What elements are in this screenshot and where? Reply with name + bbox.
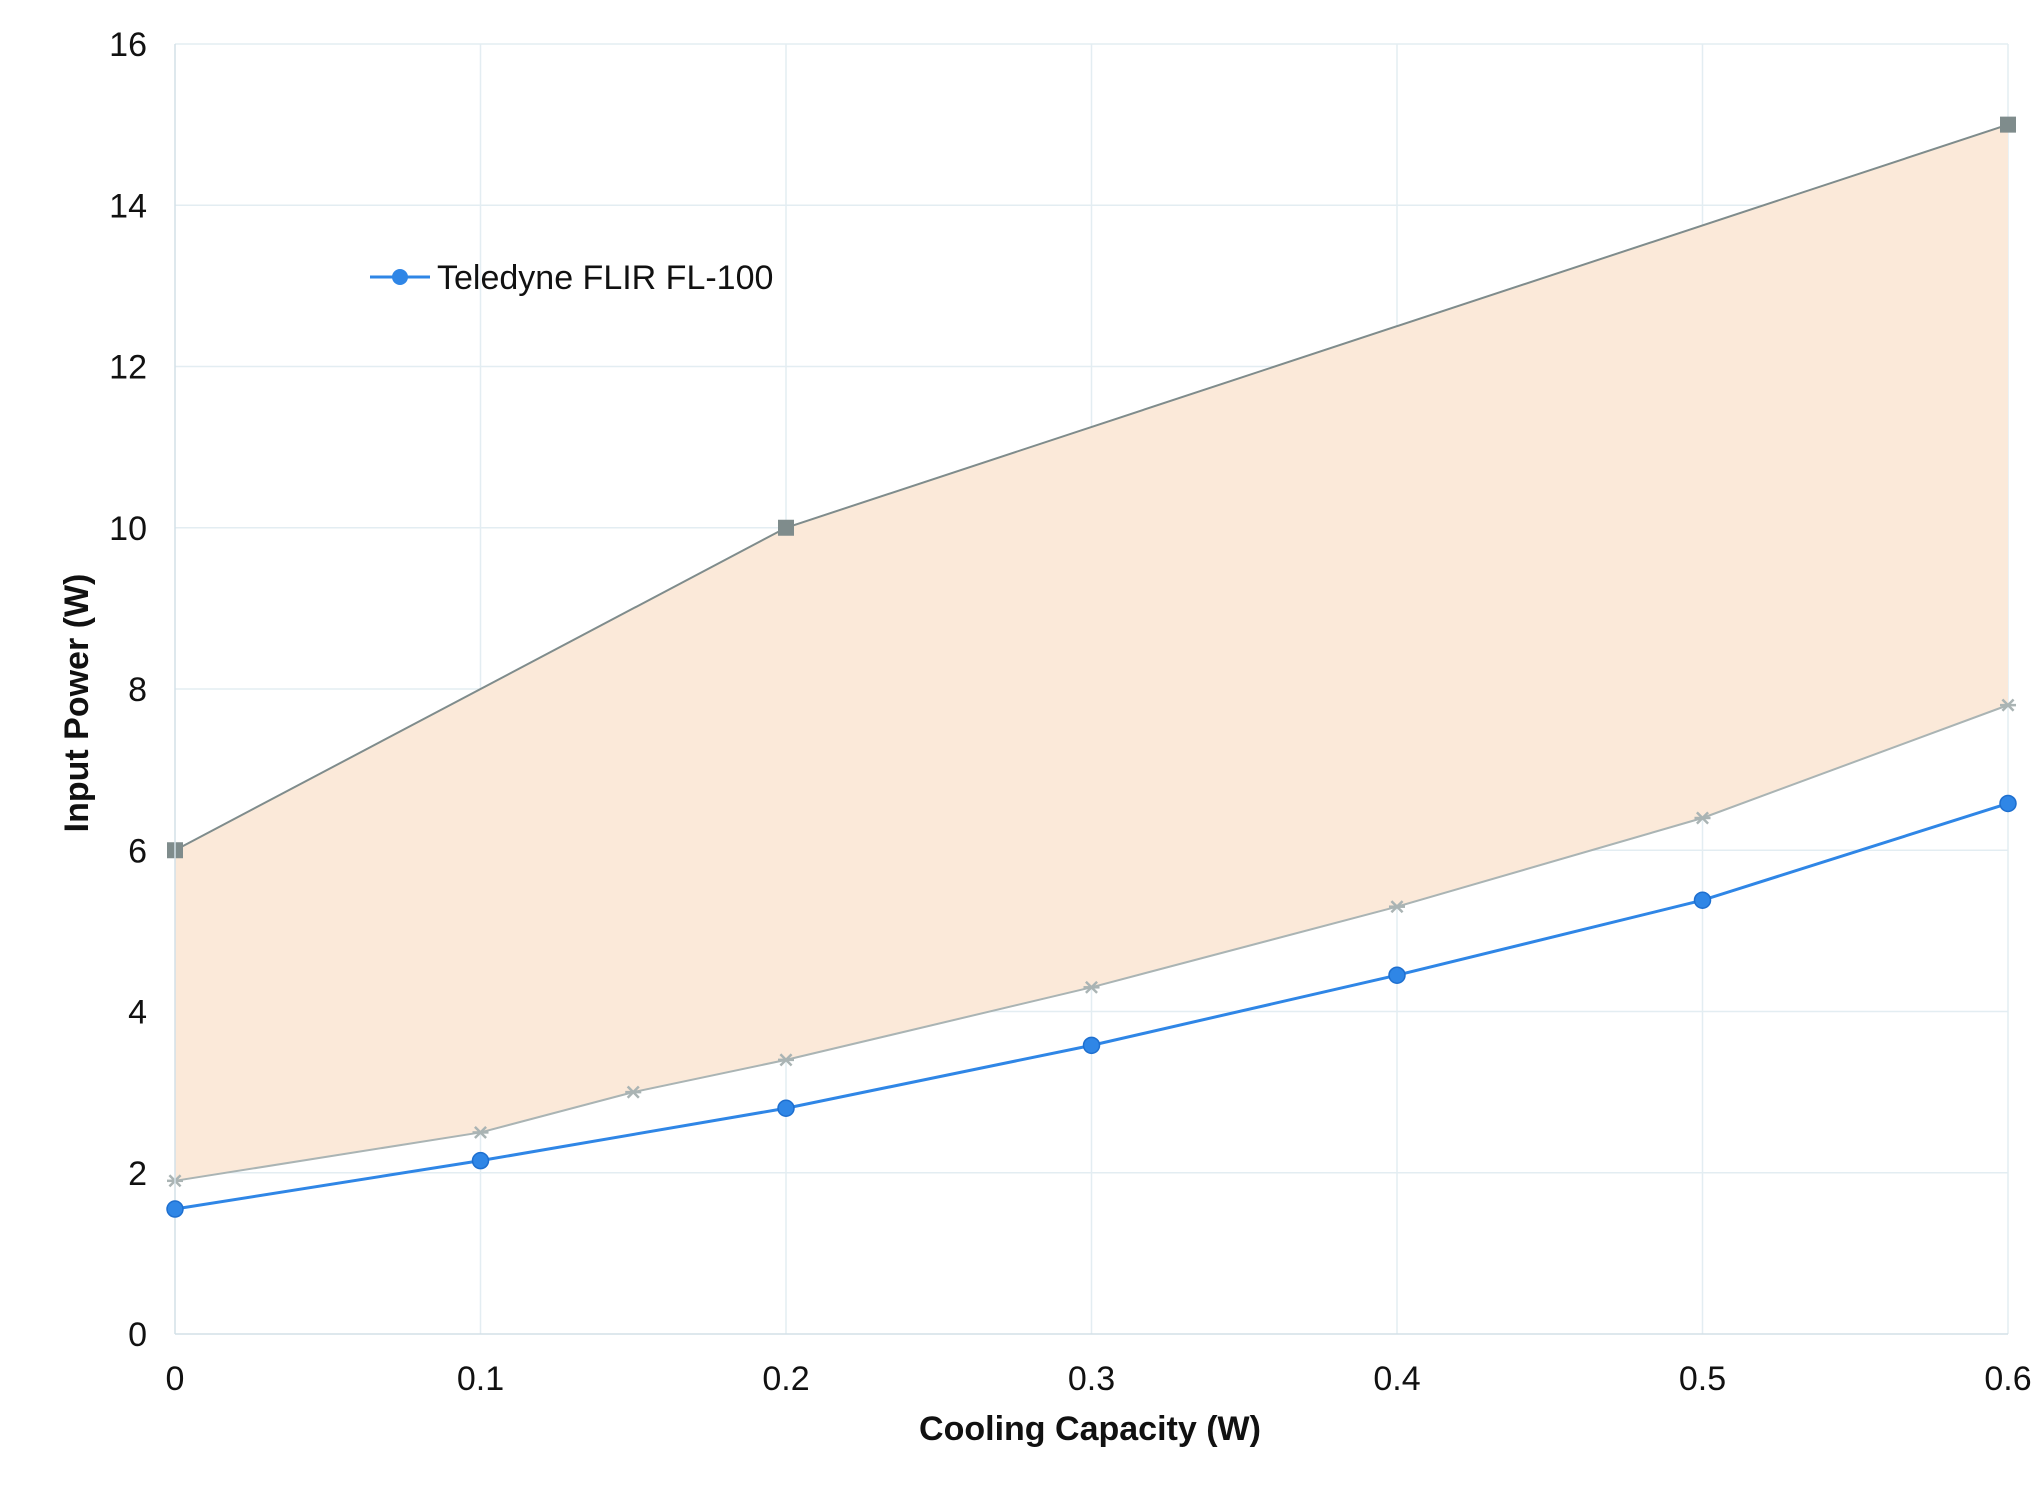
y-tick-label: 12	[109, 349, 147, 387]
band-lower-marker	[1389, 900, 1405, 914]
band-upper-marker	[778, 519, 794, 536]
star-stroke	[1696, 811, 1709, 825]
y-tick-label: 4	[128, 994, 147, 1032]
y-tick-label: 2	[128, 1155, 147, 1193]
axes	[174, 44, 2008, 1335]
series-point	[777, 1099, 795, 1117]
series-point	[166, 1200, 184, 1218]
band-upper-marker	[2000, 116, 2016, 133]
legend: Teledyne FLIR FL-100	[370, 259, 773, 297]
series-point	[1388, 966, 1406, 984]
band-lower-marker	[1694, 811, 1711, 825]
star-stroke	[779, 1053, 793, 1067]
star-stroke	[1390, 900, 1404, 914]
x-tick-label: 0.1	[457, 1360, 504, 1398]
x-tick-label: 0.2	[762, 1360, 809, 1398]
star-stroke	[626, 1085, 640, 1099]
x-axis-title: Cooling Capacity (W)	[919, 1410, 1261, 1448]
band-fill	[175, 124, 2008, 1181]
shaded-band	[167, 116, 2016, 1188]
series	[166, 794, 2017, 1218]
band-lower-marker	[1083, 980, 1100, 994]
band-lower-line	[174, 704, 2009, 1182]
band-lower-marker	[2000, 698, 2016, 712]
y-tick-label: 14	[109, 187, 147, 225]
band-lower-marker	[778, 1053, 794, 1067]
legend-label: Teledyne FLIR FL-100	[437, 259, 773, 297]
series-point	[1082, 1036, 1101, 1055]
series-point	[471, 1151, 490, 1170]
star-stroke	[474, 1125, 487, 1139]
series-point	[1693, 891, 1712, 909]
legend-swatch-marker	[392, 269, 408, 285]
y-tick-label: 10	[109, 510, 147, 548]
star-stroke	[2001, 698, 2015, 712]
y-axis-title: Input Power (W)	[58, 574, 96, 833]
x-tick-label: 0.4	[1373, 1360, 1420, 1398]
y-tick-label: 8	[128, 671, 147, 709]
y-tick-label: 16	[109, 26, 147, 64]
y-tick-label: 6	[128, 832, 147, 870]
x-tick-label: 0.6	[1984, 1360, 2031, 1398]
x-tick-label: 0.5	[1679, 1360, 1726, 1398]
y-tick-label: 0	[128, 1316, 147, 1354]
band-lower-marker	[472, 1125, 489, 1139]
series-point	[1999, 794, 2017, 813]
x-tick-label: 0	[166, 1360, 185, 1398]
star-stroke	[1085, 980, 1098, 994]
x-tick-label: 0.3	[1068, 1360, 1115, 1398]
band-lower-marker	[625, 1085, 642, 1099]
tick-labels: 0 2 4 6 8 10 12 14 16 0 0.1 0.2 0.3 0.4 0.5 0.6	[109, 26, 2031, 1398]
